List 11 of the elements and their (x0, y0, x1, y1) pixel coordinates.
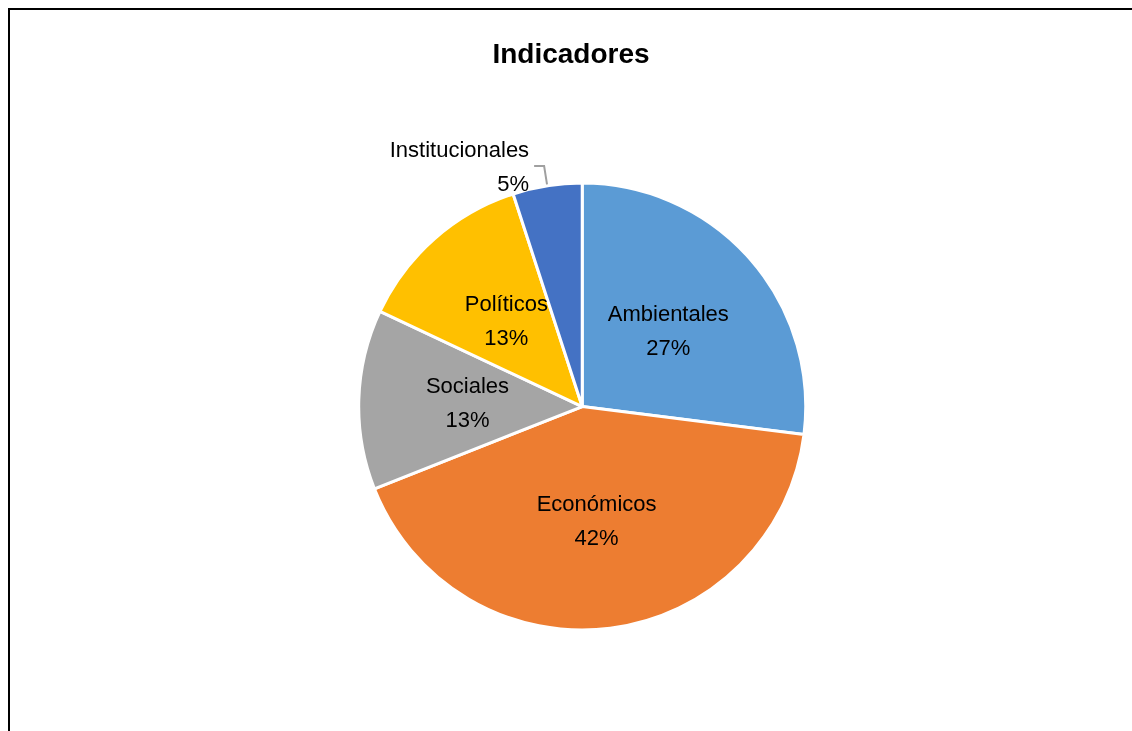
slice-label: Económicos (536, 490, 657, 516)
data-label: 13% (445, 407, 490, 433)
data-label: 27% (646, 335, 691, 361)
data-label: 5% (497, 170, 530, 196)
data-label: 42% (574, 524, 619, 550)
slice-label: Políticos (464, 290, 548, 316)
data-label: 13% (484, 324, 529, 350)
chart-title: Indicadores (492, 37, 650, 69)
slice-label: Ambientales (607, 301, 729, 327)
slice-label: Institucionales (389, 136, 530, 162)
slice-label: Sociales (425, 373, 510, 399)
